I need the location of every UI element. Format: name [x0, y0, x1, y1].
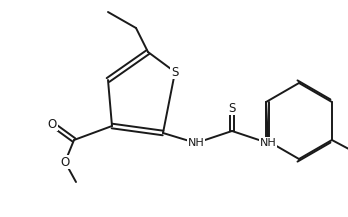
Text: NH: NH [260, 138, 276, 148]
Text: O: O [60, 156, 70, 168]
Text: S: S [228, 102, 236, 115]
Text: O: O [47, 117, 57, 130]
Text: NH: NH [188, 138, 204, 148]
Text: S: S [171, 66, 179, 79]
